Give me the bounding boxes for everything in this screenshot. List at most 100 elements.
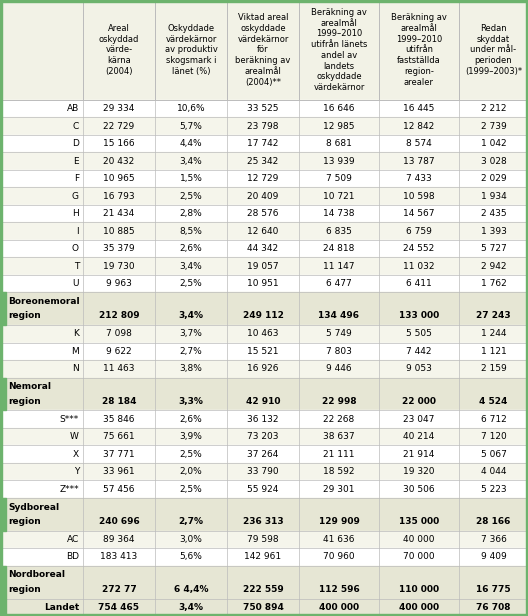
Text: M: M xyxy=(71,347,79,356)
Text: 28 166: 28 166 xyxy=(476,517,511,526)
Text: AC: AC xyxy=(67,535,79,544)
Bar xyxy=(0,187,528,205)
Text: 212 809: 212 809 xyxy=(99,312,139,320)
Text: 16 646: 16 646 xyxy=(323,104,355,113)
Text: 4,4%: 4,4% xyxy=(180,139,202,148)
Text: 30 506: 30 506 xyxy=(403,485,435,493)
Bar xyxy=(0,0,528,2)
Bar xyxy=(0,614,528,616)
Text: 33 790: 33 790 xyxy=(247,467,279,476)
Text: 35 846: 35 846 xyxy=(103,415,135,424)
Bar xyxy=(0,428,528,445)
Text: 70 000: 70 000 xyxy=(403,553,435,561)
Text: 5 749: 5 749 xyxy=(326,330,352,338)
Text: 3,4%: 3,4% xyxy=(178,603,203,612)
Text: 5 223: 5 223 xyxy=(480,485,506,493)
Bar xyxy=(0,325,528,342)
Text: 12 842: 12 842 xyxy=(403,122,435,131)
Text: 3,9%: 3,9% xyxy=(180,432,202,441)
Text: 37 264: 37 264 xyxy=(247,450,279,458)
Text: 2 029: 2 029 xyxy=(480,174,506,183)
Text: 21 914: 21 914 xyxy=(403,450,435,458)
Text: 42 910: 42 910 xyxy=(246,397,280,406)
Text: 11 463: 11 463 xyxy=(103,364,135,373)
Text: 38 637: 38 637 xyxy=(323,432,355,441)
Text: 1 762: 1 762 xyxy=(480,279,506,288)
Text: 1,5%: 1,5% xyxy=(180,174,202,183)
Text: 6 759: 6 759 xyxy=(406,227,432,235)
Text: region: region xyxy=(8,585,41,594)
Text: 2,7%: 2,7% xyxy=(178,517,203,526)
Text: 9 963: 9 963 xyxy=(106,279,132,288)
Text: 2,5%: 2,5% xyxy=(180,450,202,458)
Text: 4 524: 4 524 xyxy=(479,397,508,406)
Text: 249 112: 249 112 xyxy=(242,312,284,320)
Text: region: region xyxy=(8,312,41,320)
Text: 7 509: 7 509 xyxy=(326,174,352,183)
Text: W: W xyxy=(70,432,79,441)
Bar xyxy=(2,565,6,599)
Text: X: X xyxy=(73,450,79,458)
Text: 22 998: 22 998 xyxy=(322,397,356,406)
Text: 750 894: 750 894 xyxy=(242,603,284,612)
Text: 20 432: 20 432 xyxy=(103,156,135,166)
Bar xyxy=(0,100,528,118)
Text: BD: BD xyxy=(66,553,79,561)
Text: Redan
skyddat
under mål-
perioden
(1999–2003)*: Redan skyddat under mål- perioden (1999–… xyxy=(465,24,522,76)
Text: 142 961: 142 961 xyxy=(244,553,281,561)
Text: Y: Y xyxy=(73,467,79,476)
Text: 4 044: 4 044 xyxy=(481,467,506,476)
Bar xyxy=(2,292,6,325)
Text: H: H xyxy=(72,209,79,218)
Text: 222 559: 222 559 xyxy=(243,585,284,594)
Text: 25 342: 25 342 xyxy=(248,156,279,166)
Bar xyxy=(0,292,528,325)
Text: 40 000: 40 000 xyxy=(403,535,435,544)
Text: 6 411: 6 411 xyxy=(406,279,432,288)
Text: region: region xyxy=(8,397,41,406)
Text: 3,4%: 3,4% xyxy=(180,156,202,166)
Text: 5 505: 5 505 xyxy=(406,330,432,338)
Text: 2,7%: 2,7% xyxy=(180,347,202,356)
Text: 21 111: 21 111 xyxy=(323,450,355,458)
Text: 22 000: 22 000 xyxy=(402,397,436,406)
Text: 23 798: 23 798 xyxy=(247,122,279,131)
Text: U: U xyxy=(72,279,79,288)
Text: 1 934: 1 934 xyxy=(480,192,506,201)
Bar xyxy=(0,118,528,135)
Text: 8,5%: 8,5% xyxy=(180,227,202,235)
Text: 15 521: 15 521 xyxy=(247,347,279,356)
Text: E: E xyxy=(73,156,79,166)
Text: Z***: Z*** xyxy=(59,485,79,493)
Bar xyxy=(0,0,528,100)
Text: 129 909: 129 909 xyxy=(318,517,360,526)
Bar xyxy=(0,240,528,257)
Text: 7 120: 7 120 xyxy=(480,432,506,441)
Text: 75 661: 75 661 xyxy=(103,432,135,441)
Text: 6 712: 6 712 xyxy=(480,415,506,424)
Text: C: C xyxy=(73,122,79,131)
Text: 5,6%: 5,6% xyxy=(180,553,202,561)
Text: 8 574: 8 574 xyxy=(406,139,432,148)
Text: 22 729: 22 729 xyxy=(103,122,135,131)
Text: region: region xyxy=(8,517,41,526)
Text: 23 047: 23 047 xyxy=(403,415,435,424)
Text: 3,4%: 3,4% xyxy=(178,312,203,320)
Bar xyxy=(0,599,528,616)
Text: 70 960: 70 960 xyxy=(323,553,355,561)
Bar xyxy=(0,205,528,222)
Bar xyxy=(0,222,528,240)
Text: 10,6%: 10,6% xyxy=(177,104,205,113)
Text: 183 413: 183 413 xyxy=(100,553,138,561)
Text: 133 000: 133 000 xyxy=(399,312,439,320)
Text: 110 000: 110 000 xyxy=(399,585,439,594)
Text: 79 598: 79 598 xyxy=(247,535,279,544)
Text: 2,5%: 2,5% xyxy=(180,279,202,288)
Text: 5 067: 5 067 xyxy=(480,450,506,458)
Text: 55 924: 55 924 xyxy=(247,485,279,493)
Text: 236 313: 236 313 xyxy=(243,517,284,526)
Text: 5 727: 5 727 xyxy=(480,244,506,253)
Bar xyxy=(0,378,528,410)
Text: 6 477: 6 477 xyxy=(326,279,352,288)
Bar xyxy=(0,342,528,360)
